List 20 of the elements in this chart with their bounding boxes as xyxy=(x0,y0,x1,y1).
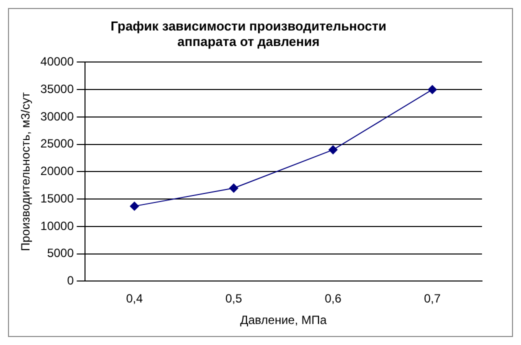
y-axis-title: Производительность, м3/сут xyxy=(18,92,33,252)
y-tick-label: 35000 xyxy=(40,82,74,96)
x-tick-label: 0,6 xyxy=(324,292,342,306)
chart-title: График зависимости производительности аппарата от давления xyxy=(110,18,386,49)
y-tick-label: 25000 xyxy=(40,136,74,151)
y-tick-label: 30000 xyxy=(40,109,74,124)
y-tick-label: 15000 xyxy=(40,191,74,206)
x-tick-label: 0,7 xyxy=(424,292,442,306)
point xyxy=(229,184,238,193)
point xyxy=(428,85,437,94)
y-tick-label: 40000 xyxy=(40,54,74,69)
point xyxy=(130,202,139,211)
x-axis-title: Давление, МПа xyxy=(240,313,327,328)
x-tick-label: 0,5 xyxy=(225,292,242,306)
x-tick-label: 0,4 xyxy=(126,292,144,306)
y-tick-label: 0 xyxy=(67,274,74,288)
y-tick-label: 5000 xyxy=(47,246,74,260)
y-tick-label: 20000 xyxy=(40,164,74,178)
y-tick-label: 10000 xyxy=(40,218,74,233)
point xyxy=(328,145,338,154)
